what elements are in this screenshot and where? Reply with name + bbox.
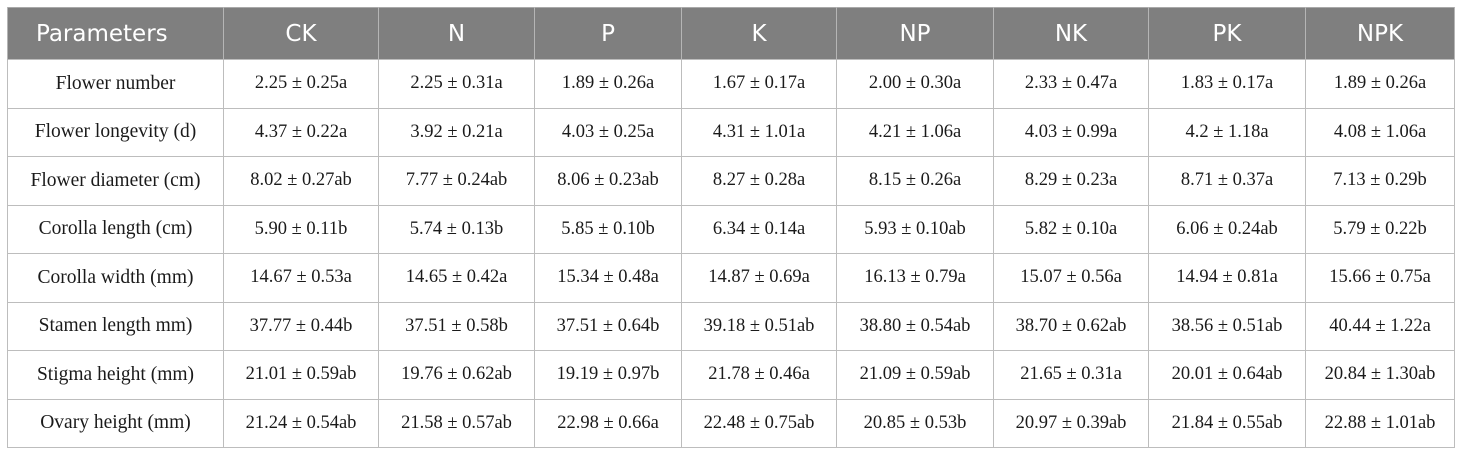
row-label-cell: Stigma height (mm) (7, 350, 224, 400)
value-cell: 6.06 ± 0.24ab (1148, 204, 1306, 254)
value-cell: 20.85 ± 0.53b (836, 398, 994, 448)
row-label-cell: Corolla width (mm) (7, 253, 224, 303)
value-cell: 14.94 ± 0.81a (1148, 253, 1306, 303)
table-row: Stigma height (mm) 21.01 ± 0.59ab 19.76 ± … (7, 350, 1455, 400)
value-cell: 8.27 ± 0.28a (681, 156, 837, 206)
value-cell: 7.77 ± 0.24ab (378, 156, 535, 206)
value-cell: 21.78 ± 0.46a (681, 350, 837, 400)
value-cell: 39.18 ± 0.51ab (681, 301, 837, 351)
value-cell: 4.37 ± 0.22a (223, 107, 379, 157)
header-row: Parameters CK N P K NP NK PK NPK (7, 7, 1455, 60)
header-cell-nk: NK (993, 7, 1149, 60)
header-cell-npk: NPK (1305, 7, 1455, 60)
value-cell: 5.90 ± 0.11b (223, 204, 379, 254)
value-cell: 5.93 ± 0.10ab (836, 204, 994, 254)
value-cell: 2.33 ± 0.47a (993, 59, 1149, 109)
value-cell: 20.84 ± 1.30ab (1305, 350, 1455, 400)
table-row: Ovary height (mm) 21.24 ± 0.54ab 21.58 ± 0… (7, 398, 1455, 448)
value-cell: 4.03 ± 0.25a (534, 107, 682, 157)
table-row: Stamen length mm) 37.77 ± 0.44b 37.51 ± 0.… (7, 301, 1455, 351)
value-cell: 2.25 ± 0.31a (378, 59, 535, 109)
value-cell: 37.51 ± 0.58b (378, 301, 535, 351)
value-cell: 5.79 ± 0.22b (1305, 204, 1455, 254)
value-cell: 8.29 ± 0.23a (993, 156, 1149, 206)
row-label-cell: Flower longevity (d) (7, 107, 224, 157)
value-cell: 5.74 ± 0.13b (378, 204, 535, 254)
value-cell: 1.89 ± 0.26a (534, 59, 682, 109)
value-cell: 15.34 ± 0.48a (534, 253, 682, 303)
value-cell: 4.08 ± 1.06a (1305, 107, 1455, 157)
table-row: Corolla length (cm) 5.90 ± 0.11b 5.74 ± 0.… (7, 204, 1455, 254)
value-cell: 8.15 ± 0.26a (836, 156, 994, 206)
data-table: Parameters CK N P K NP NK PK NPK Flower … (7, 7, 1455, 448)
value-cell: 2.00 ± 0.30a (836, 59, 994, 109)
table-row: Flower longevity (d) 4.37 ± 0.22a 3.92 ± 0… (7, 107, 1455, 157)
value-cell: 14.67 ± 0.53a (223, 253, 379, 303)
value-cell: 4.21 ± 1.06a (836, 107, 994, 157)
value-cell: 21.84 ± 0.55ab (1148, 398, 1306, 448)
table-row: Flower diameter (cm) 8.02 ± 0.27ab 7.77 ± … (7, 156, 1455, 206)
value-cell: 4.31 ± 1.01a (681, 107, 837, 157)
value-cell: 38.70 ± 0.62ab (993, 301, 1149, 351)
value-cell: 2.25 ± 0.25a (223, 59, 379, 109)
value-cell: 8.71 ± 0.37a (1148, 156, 1306, 206)
table-body: Flower number 2.25 ± 0.25a 2.25 ± 0.31a 1.8… (7, 59, 1455, 448)
table-header: Parameters CK N P K NP NK PK NPK (7, 7, 1455, 60)
value-cell: 15.07 ± 0.56a (993, 253, 1149, 303)
value-cell: 14.65 ± 0.42a (378, 253, 535, 303)
value-cell: 1.83 ± 0.17a (1148, 59, 1306, 109)
header-cell-pk: PK (1148, 7, 1306, 60)
table-row: Flower number 2.25 ± 0.25a 2.25 ± 0.31a 1.8… (7, 59, 1455, 109)
header-cell-ck: CK (223, 7, 379, 60)
data-table-container: Parameters CK N P K NP NK PK NPK Flower … (7, 7, 1455, 448)
value-cell: 15.66 ± 0.75a (1305, 253, 1455, 303)
row-label-cell: Flower diameter (cm) (7, 156, 224, 206)
value-cell: 21.09 ± 0.59ab (836, 350, 994, 400)
row-label-cell: Flower number (7, 59, 224, 109)
value-cell: 38.56 ± 0.51ab (1148, 301, 1306, 351)
value-cell: 8.06 ± 0.23ab (534, 156, 682, 206)
table-row: Corolla width (mm) 14.67 ± 0.53a 14.65 ± 0… (7, 253, 1455, 303)
value-cell: 6.34 ± 0.14a (681, 204, 837, 254)
value-cell: 21.01 ± 0.59ab (223, 350, 379, 400)
value-cell: 21.65 ± 0.31a (993, 350, 1149, 400)
value-cell: 22.88 ± 1.01ab (1305, 398, 1455, 448)
value-cell: 37.51 ± 0.64b (534, 301, 682, 351)
value-cell: 8.02 ± 0.27ab (223, 156, 379, 206)
value-cell: 5.82 ± 0.10a (993, 204, 1149, 254)
value-cell: 4.2 ± 1.18a (1148, 107, 1306, 157)
header-cell-np: NP (836, 7, 994, 60)
header-cell-parameters: Parameters (7, 7, 224, 60)
row-label-cell: Corolla length (cm) (7, 204, 224, 254)
value-cell: 40.44 ± 1.22a (1305, 301, 1455, 351)
value-cell: 4.03 ± 0.99a (993, 107, 1149, 157)
value-cell: 5.85 ± 0.10b (534, 204, 682, 254)
value-cell: 3.92 ± 0.21a (378, 107, 535, 157)
value-cell: 20.01 ± 0.64ab (1148, 350, 1306, 400)
value-cell: 7.13 ± 0.29b (1305, 156, 1455, 206)
value-cell: 22.98 ± 0.66a (534, 398, 682, 448)
header-cell-n: N (378, 7, 535, 60)
value-cell: 20.97 ± 0.39ab (993, 398, 1149, 448)
row-label-cell: Ovary height (mm) (7, 398, 224, 448)
value-cell: 16.13 ± 0.79a (836, 253, 994, 303)
value-cell: 19.76 ± 0.62ab (378, 350, 535, 400)
value-cell: 21.58 ± 0.57ab (378, 398, 535, 448)
value-cell: 22.48 ± 0.75ab (681, 398, 837, 448)
value-cell: 38.80 ± 0.54ab (836, 301, 994, 351)
value-cell: 1.89 ± 0.26a (1305, 59, 1455, 109)
header-cell-k: K (681, 7, 837, 60)
row-label-cell: Stamen length mm) (7, 301, 224, 351)
value-cell: 37.77 ± 0.44b (223, 301, 379, 351)
value-cell: 1.67 ± 0.17a (681, 59, 837, 109)
header-cell-p: P (534, 7, 682, 60)
value-cell: 19.19 ± 0.97b (534, 350, 682, 400)
value-cell: 14.87 ± 0.69a (681, 253, 837, 303)
value-cell: 21.24 ± 0.54ab (223, 398, 379, 448)
